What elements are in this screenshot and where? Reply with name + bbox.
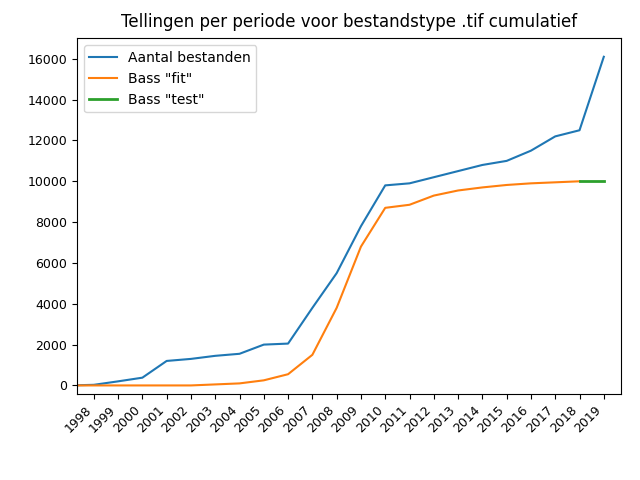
Bass "fit" <box>66 383 74 388</box>
Bass "fit" <box>333 305 340 311</box>
Line: Bass "fit": Bass "fit" <box>70 181 579 385</box>
Aantal bestanden <box>187 356 195 362</box>
Aantal bestanden <box>163 358 170 364</box>
Bass "fit" <box>138 383 146 388</box>
Aantal bestanden <box>284 341 292 347</box>
Aantal bestanden <box>333 270 340 276</box>
Bass "fit" <box>527 180 535 186</box>
Bass "fit" <box>187 383 195 388</box>
Title: Tellingen per periode voor bestandstype .tif cumulatief: Tellingen per periode voor bestandstype … <box>121 13 577 31</box>
Bass "fit" <box>284 372 292 377</box>
Bass "fit" <box>454 188 462 193</box>
Bass "fit" <box>236 381 243 386</box>
Bass "fit" <box>552 180 559 185</box>
Bass "fit" <box>479 184 486 190</box>
Aantal bestanden <box>90 382 98 388</box>
Aantal bestanden <box>260 342 268 348</box>
Aantal bestanden <box>211 353 219 359</box>
Legend: Aantal bestanden, Bass "fit", Bass "test": Aantal bestanden, Bass "fit", Bass "test… <box>84 45 257 112</box>
Aantal bestanden <box>308 305 316 311</box>
Aantal bestanden <box>357 223 365 229</box>
Bass "fit" <box>115 383 122 388</box>
Aantal bestanden <box>381 182 389 188</box>
Bass "fit" <box>503 182 511 188</box>
Bass "test" <box>575 179 583 184</box>
Aantal bestanden <box>66 383 74 388</box>
Aantal bestanden <box>575 127 583 133</box>
Aantal bestanden <box>138 375 146 381</box>
Line: Aantal bestanden: Aantal bestanden <box>70 57 604 385</box>
Bass "fit" <box>211 382 219 387</box>
Bass "fit" <box>260 377 268 383</box>
Aantal bestanden <box>454 168 462 174</box>
Bass "fit" <box>406 202 413 208</box>
Bass "fit" <box>575 179 583 184</box>
Aantal bestanden <box>236 351 243 357</box>
Bass "fit" <box>430 192 438 198</box>
Bass "test" <box>600 179 607 184</box>
Aantal bestanden <box>527 148 535 154</box>
Aantal bestanden <box>430 174 438 180</box>
Aantal bestanden <box>406 180 413 186</box>
Aantal bestanden <box>503 158 511 164</box>
Bass "fit" <box>90 383 98 388</box>
Aantal bestanden <box>552 133 559 139</box>
Aantal bestanden <box>600 54 607 60</box>
Aantal bestanden <box>115 378 122 384</box>
Bass "fit" <box>163 383 170 388</box>
Bass "fit" <box>357 244 365 250</box>
Bass "fit" <box>308 352 316 358</box>
Aantal bestanden <box>479 162 486 168</box>
Bass "fit" <box>381 205 389 211</box>
